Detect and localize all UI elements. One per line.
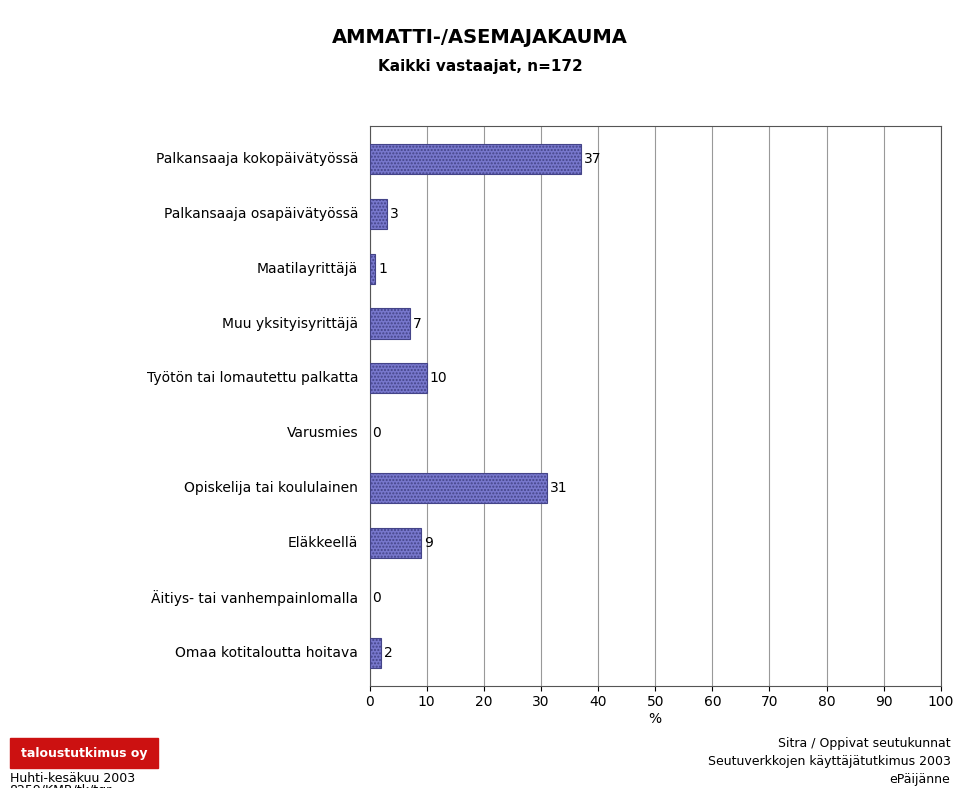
Text: 0: 0: [372, 426, 381, 440]
Bar: [370, 199, 387, 229]
Text: Kaikki vastaajat, n=172: Kaikki vastaajat, n=172: [377, 59, 583, 74]
Text: Huhti-kesäkuu 2003: Huhti-kesäkuu 2003: [10, 772, 134, 785]
Text: Työtön tai lomautettu palkatta: Työtön tai lomautettu palkatta: [147, 371, 358, 385]
Text: taloustutkimus oy: taloustutkimus oy: [21, 747, 147, 760]
Text: 37: 37: [584, 152, 601, 166]
Text: ePäijänne: ePäijänne: [890, 773, 950, 786]
Text: Eläkkeellä: Eläkkeellä: [288, 536, 358, 550]
Text: Äitiys- tai vanhempainlomalla: Äitiys- tai vanhempainlomalla: [151, 590, 358, 606]
Text: 2: 2: [384, 645, 393, 660]
X-axis label: %: %: [649, 712, 661, 726]
Text: 8259/KMR/tk/tgr: 8259/KMR/tk/tgr: [10, 784, 112, 788]
Text: 10: 10: [429, 371, 447, 385]
Text: Opiskelija tai koululainen: Opiskelija tai koululainen: [184, 481, 358, 495]
Bar: [370, 637, 381, 667]
Bar: [370, 254, 375, 284]
Bar: [370, 363, 426, 393]
Text: 3: 3: [390, 206, 398, 221]
Text: Omaa kotitaloutta hoitava: Omaa kotitaloutta hoitava: [176, 645, 358, 660]
Text: 31: 31: [549, 481, 567, 495]
Text: Palkansaaja kokopäivätyössä: Palkansaaja kokopäivätyössä: [156, 152, 358, 166]
Text: Varusmies: Varusmies: [286, 426, 358, 440]
Text: 7: 7: [413, 317, 421, 330]
Text: Muu yksityisyrittäjä: Muu yksityisyrittäjä: [222, 317, 358, 330]
Text: Maatilayrittäjä: Maatilayrittäjä: [257, 262, 358, 276]
Text: 0: 0: [372, 591, 381, 605]
Bar: [370, 144, 581, 174]
Text: AMMATTI-/ASEMAJAKAUMA: AMMATTI-/ASEMAJAKAUMA: [332, 28, 628, 46]
Text: 1: 1: [378, 262, 387, 276]
Bar: [370, 528, 421, 558]
Bar: [370, 473, 546, 504]
Text: Palkansaaja osapäivätyössä: Palkansaaja osapäivätyössä: [163, 206, 358, 221]
Text: 9: 9: [424, 536, 433, 550]
Bar: [370, 308, 410, 339]
Text: Seutuverkkojen käyttäjätutkimus 2003: Seutuverkkojen käyttäjätutkimus 2003: [708, 755, 950, 768]
Text: Sitra / Oppivat seutukunnat: Sitra / Oppivat seutukunnat: [778, 737, 950, 749]
